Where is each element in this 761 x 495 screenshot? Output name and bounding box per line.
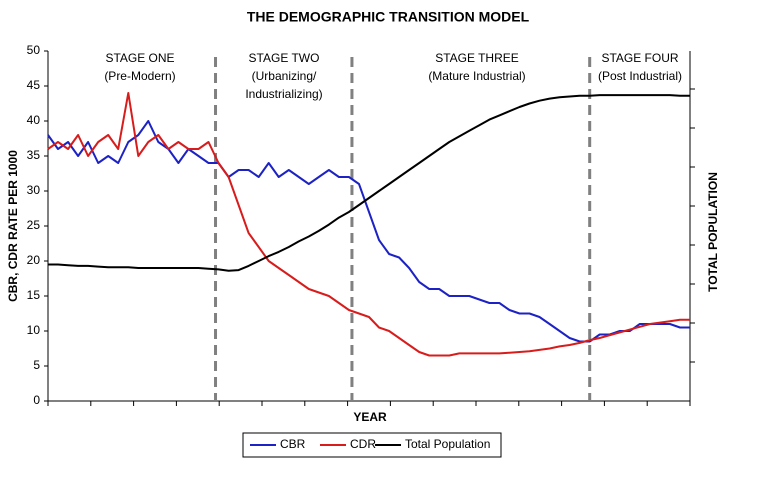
- y-tick-label: 5: [33, 358, 40, 372]
- legend-label: CBR: [280, 437, 306, 451]
- y-tick-label: 45: [27, 78, 41, 92]
- legend-label: CDR: [350, 437, 376, 451]
- stage-name: STAGE TWO: [249, 51, 320, 65]
- y-tick-label: 35: [27, 148, 41, 162]
- stage-name: STAGE ONE: [105, 51, 174, 65]
- y2-axis-label: TOTAL POPULATION: [706, 172, 720, 292]
- y-tick-label: 0: [33, 393, 40, 407]
- y-tick-label: 10: [27, 323, 41, 337]
- chart-title: THE DEMOGRAPHIC TRANSITION MODEL: [247, 9, 530, 25]
- stage-description: (Urbanizing/: [252, 69, 317, 83]
- stage-description: (Post Industrial): [598, 69, 682, 83]
- y-tick-label: 25: [27, 218, 41, 232]
- x-axis-label: YEAR: [353, 410, 387, 424]
- stage-description: (Pre-Modern): [104, 69, 175, 83]
- y-tick-label: 50: [27, 43, 41, 57]
- stage-description: (Mature Industrial): [428, 69, 525, 83]
- y-tick-label: 20: [27, 253, 41, 267]
- y-axis-label: CBR, CDR RATE PER 1000: [6, 150, 20, 302]
- legend-label: Total Population: [405, 437, 490, 451]
- stage-description: Industrializing): [245, 87, 322, 101]
- legend-box: [242, 432, 502, 458]
- series-line: [48, 94, 690, 272]
- y-tick-label: 40: [27, 113, 41, 127]
- y-tick-label: 15: [27, 288, 41, 302]
- y-tick-label: 30: [27, 183, 41, 197]
- series-line: [47, 120, 690, 343]
- stage-name: STAGE THREE: [435, 51, 519, 65]
- series-line: [47, 92, 690, 357]
- decorations: [47, 88, 695, 406]
- stage-name: STAGE FOUR: [601, 51, 678, 65]
